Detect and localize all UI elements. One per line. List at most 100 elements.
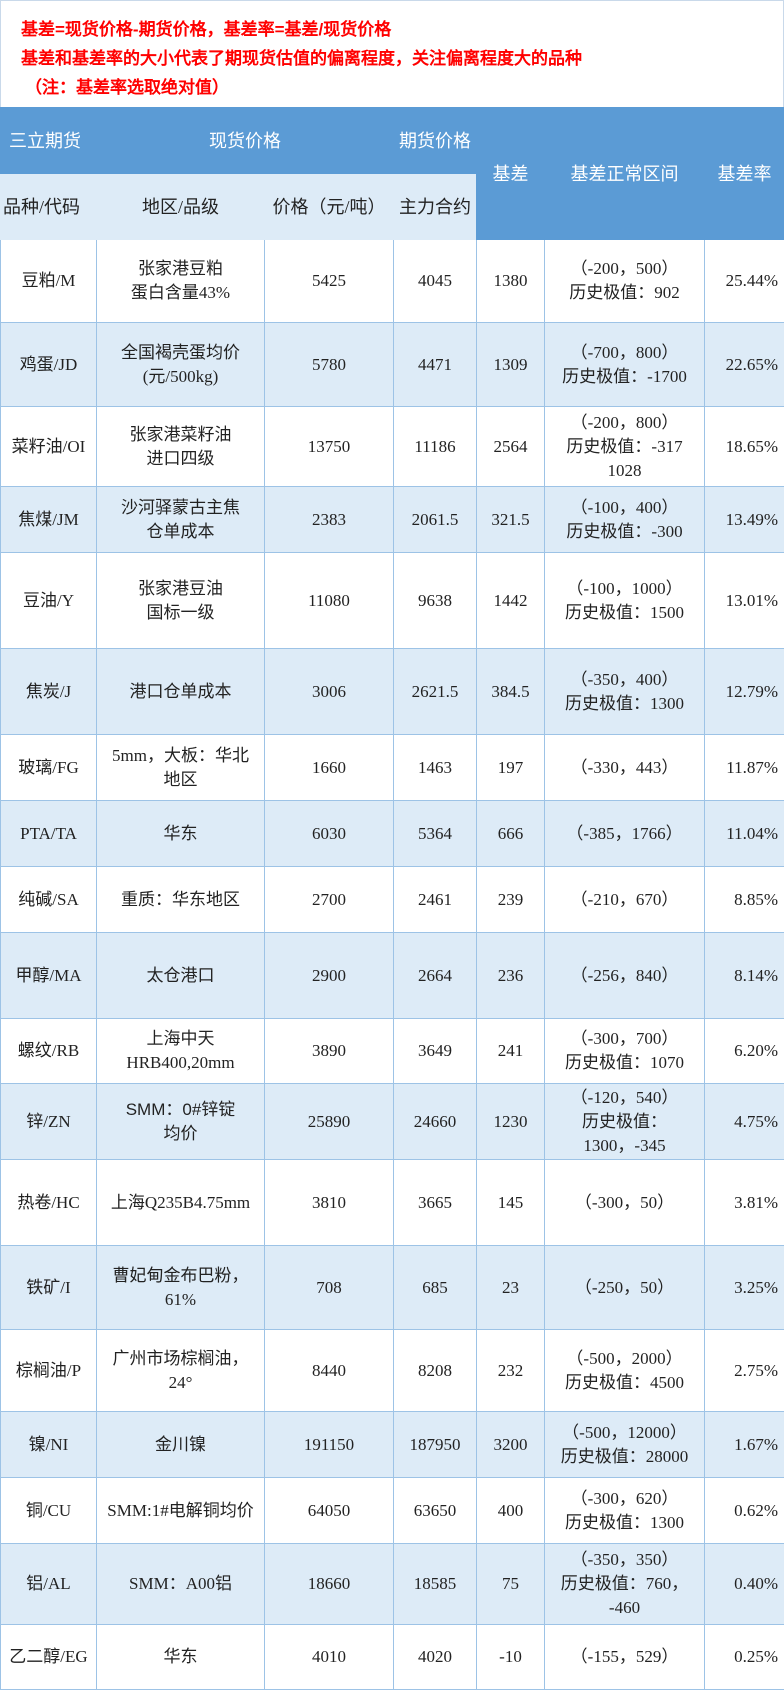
- basis-rate-cell: 12.79%: [704, 648, 784, 735]
- table-row: 铁矿/I 曹妃甸金布巴粉， 61% 708 685 23 （-250，50） 3.25%: [0, 1245, 784, 1330]
- variety-cell: 豆油/Y: [0, 552, 97, 649]
- variety-cell: 焦炭/J: [0, 648, 97, 735]
- spot-price-cell: 64050: [264, 1477, 394, 1544]
- region-cell: 太仓港口: [96, 932, 265, 1019]
- spot-price-cell: 3006: [264, 648, 394, 735]
- basis-cell: 241: [476, 1018, 545, 1084]
- basis-rate-cell: 18.65%: [704, 406, 784, 487]
- basis-rate-cell: 13.49%: [704, 486, 784, 553]
- region-cell: 5mm，大板：华北 地区: [96, 734, 265, 801]
- spot-price-cell: 3890: [264, 1018, 394, 1084]
- futures-price-cell: 2664: [393, 932, 477, 1019]
- basis-range-cell: （-200，500） 历史极值：902: [544, 239, 705, 323]
- spot-price-cell: 11080: [264, 552, 394, 649]
- basis-rate-cell: 0.62%: [704, 1477, 784, 1544]
- basis-rate-cell: 22.65%: [704, 322, 784, 407]
- table-row: 螺纹/RB 上海中天 HRB400,20mm 3890 3649 241 （-300，70…: [0, 1018, 784, 1084]
- futures-price-cell: 685: [393, 1245, 477, 1330]
- variety-cell: 甲醇/MA: [0, 932, 97, 1019]
- spot-price-cell: 13750: [264, 406, 394, 487]
- header-basis: 基差: [476, 107, 545, 240]
- table-row: 豆油/Y 张家港豆油 国标一级 11080 9638 1442 （-100，1000） 历…: [0, 552, 784, 649]
- basis-cell: 232: [476, 1329, 545, 1412]
- basis-range-cell: （-155，529）: [544, 1624, 705, 1690]
- basis-cell: 321.5: [476, 486, 545, 553]
- region-cell: 沙河驿蒙古主焦 仓单成本: [96, 486, 265, 553]
- futures-price-cell: 2061.5: [393, 486, 477, 553]
- basis-table: 三立期货 现货价格 期货价格 基差 基差正常区间 基差率 品种/代码 地区/品级…: [0, 107, 784, 1690]
- futures-price-cell: 4471: [393, 322, 477, 407]
- spot-price-cell: 18660: [264, 1543, 394, 1625]
- region-cell: 金川镍: [96, 1411, 265, 1478]
- region-cell: 重质：华东地区: [96, 866, 265, 933]
- basis-range-cell: （-350，350） 历史极值：760， -460: [544, 1543, 705, 1625]
- basis-range-cell: （-330，443）: [544, 734, 705, 801]
- basis-range-cell: （-300，620） 历史极值：1300: [544, 1477, 705, 1544]
- variety-cell: 铜/CU: [0, 1477, 97, 1544]
- table-row: 棕榈油/P 广州市场棕榈油， 24° 8440 8208 232 （-500，2000） …: [0, 1329, 784, 1412]
- region-cell: 曹妃甸金布巴粉， 61%: [96, 1245, 265, 1330]
- table-row: 热卷/HC 上海Q235B4.75mm 3810 3665 145 （-300，50） 3.…: [0, 1159, 784, 1246]
- spot-price-cell: 2700: [264, 866, 394, 933]
- notes-panel: 基差=现货价格-期货价格，基差率=基差/现货价格 基差和基差率的大小代表了期现货…: [0, 0, 784, 107]
- variety-cell: 乙二醇/EG: [0, 1624, 97, 1690]
- note-formula: 基差=现货价格-期货价格，基差率=基差/现货价格: [21, 20, 392, 39]
- basis-rate-cell: 0.40%: [704, 1543, 784, 1625]
- basis-rate-cell: 11.87%: [704, 734, 784, 801]
- region-cell: 港口仓单成本: [96, 648, 265, 735]
- spot-price-cell: 1660: [264, 734, 394, 801]
- region-cell: 张家港豆油 国标一级: [96, 552, 265, 649]
- spot-price-cell: 25890: [264, 1083, 394, 1160]
- spot-price-cell: 191150: [264, 1411, 394, 1478]
- table-row: 镍/NI 金川镍 191150 187950 3200 （-500，12000） 历史极值…: [0, 1411, 784, 1478]
- table-row: 鸡蛋/JD 全国褐壳蛋均价 (元/500kg) 5780 4471 1309 （-700，…: [0, 322, 784, 407]
- futures-price-cell: 24660: [393, 1083, 477, 1160]
- basis-range-cell: （-300，50）: [544, 1159, 705, 1246]
- basis-cell: -10: [476, 1624, 545, 1690]
- region-cell: 广州市场棕榈油， 24°: [96, 1329, 265, 1412]
- spot-price-cell: 4010: [264, 1624, 394, 1690]
- basis-rate-cell: 8.85%: [704, 866, 784, 933]
- basis-rate-cell: 2.75%: [704, 1329, 784, 1412]
- basis-cell: 1309: [476, 322, 545, 407]
- futures-price-cell: 1463: [393, 734, 477, 801]
- futures-price-cell: 8208: [393, 1329, 477, 1412]
- basis-range-cell: （-500，2000） 历史极值：4500: [544, 1329, 705, 1412]
- futures-price-cell: 5364: [393, 800, 477, 867]
- futures-price-cell: 11186: [393, 406, 477, 487]
- table-row: 铜/CU SMM:1#电解铜均价 64050 63650 400 （-300，620） 历…: [0, 1477, 784, 1544]
- basis-cell: 239: [476, 866, 545, 933]
- basis-range-cell: （-100，400） 历史极值：-300: [544, 486, 705, 553]
- basis-range-cell: （-385，1766）: [544, 800, 705, 867]
- basis-cell: 666: [476, 800, 545, 867]
- basis-cell: 1442: [476, 552, 545, 649]
- basis-range-cell: （-120，540） 历史极值： 1300，-345: [544, 1083, 705, 1160]
- basis-cell: 23: [476, 1245, 545, 1330]
- basis-range-cell: （-300，700） 历史极值：1070: [544, 1018, 705, 1084]
- basis-rate-cell: 1.67%: [704, 1411, 784, 1478]
- spot-price-cell: 2900: [264, 932, 394, 1019]
- basis-cell: 1380: [476, 239, 545, 323]
- region-cell: SMM:1#电解铜均价: [96, 1477, 265, 1544]
- variety-cell: 玻璃/FG: [0, 734, 97, 801]
- basis-cell: 236: [476, 932, 545, 1019]
- basis-rate-cell: 4.75%: [704, 1083, 784, 1160]
- header-variety: 品种/代码: [0, 173, 97, 240]
- table-row: 焦煤/JM 沙河驿蒙古主焦 仓单成本 2383 2061.5 321.5 （-100，40…: [0, 486, 784, 553]
- spot-price-cell: 708: [264, 1245, 394, 1330]
- basis-range-cell: （-200，800） 历史极值：-317 1028: [544, 406, 705, 487]
- table-row: 豆粕/M 张家港豆粕 蛋白含量43% 5425 4045 1380 （-200，500） …: [0, 239, 784, 323]
- region-cell: 华东: [96, 1624, 265, 1690]
- basis-cell: 384.5: [476, 648, 545, 735]
- futures-price-cell: 3665: [393, 1159, 477, 1246]
- futures-price-cell: 187950: [393, 1411, 477, 1478]
- futures-price-cell: 9638: [393, 552, 477, 649]
- basis-range-cell: （-210，670）: [544, 866, 705, 933]
- region-cell: 上海中天 HRB400,20mm: [96, 1018, 265, 1084]
- futures-price-cell: 2621.5: [393, 648, 477, 735]
- region-cell: 张家港豆粕 蛋白含量43%: [96, 239, 265, 323]
- region-cell: 全国褐壳蛋均价 (元/500kg): [96, 322, 265, 407]
- variety-cell: 纯碱/SA: [0, 866, 97, 933]
- futures-price-cell: 63650: [393, 1477, 477, 1544]
- table-row: 铝/AL SMM：A00铝 18660 18585 75 （-350，350） 历史极值：…: [0, 1543, 784, 1625]
